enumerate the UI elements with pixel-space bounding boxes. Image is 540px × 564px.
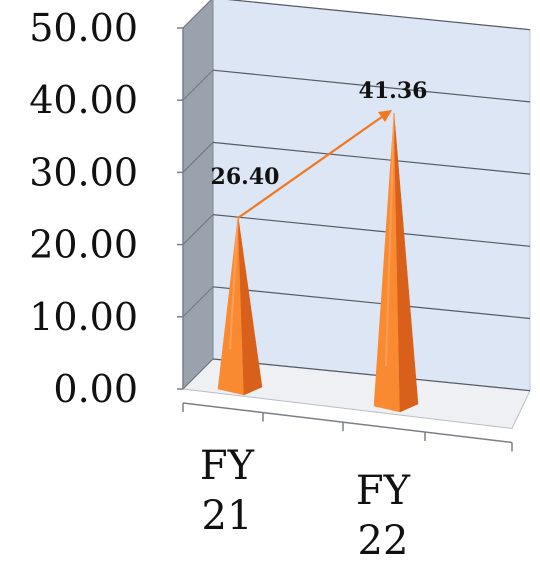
gridline bbox=[212, 141, 531, 175]
gridline bbox=[212, 214, 531, 247]
gridline-side bbox=[182, 358, 214, 390]
bar-fy21-side bbox=[237, 216, 263, 396]
y-axis: 0.00 10.00 20.00 30.00 40.00 50.00 bbox=[29, 6, 184, 411]
gridline-side bbox=[182, 214, 214, 245]
x-tick-label-line: FY bbox=[356, 468, 411, 514]
gridline bbox=[226, 0, 531, 31]
gridline-side bbox=[182, 0, 212, 29]
gridlines bbox=[182, 0, 531, 392]
gridline bbox=[212, 286, 531, 320]
side-wall bbox=[182, 0, 214, 391]
growth-arrowhead bbox=[378, 110, 392, 122]
y-tick-label: 0.00 bbox=[53, 367, 138, 411]
y-tick-label: 40.00 bbox=[29, 78, 138, 122]
x-axis-line bbox=[182, 402, 513, 444]
gridline-side bbox=[182, 142, 214, 173]
y-tick-label: 20.00 bbox=[29, 223, 138, 267]
x-tick-label-line: 22 bbox=[358, 518, 409, 564]
data-label: 26.40 bbox=[211, 164, 280, 190]
y-tick-label: 30.00 bbox=[29, 150, 138, 194]
bars bbox=[217, 113, 419, 413]
x-tick-label: FY 22 bbox=[356, 468, 411, 564]
x-tick-label-line: 21 bbox=[202, 493, 253, 539]
y-tick-label: 10.00 bbox=[29, 295, 138, 339]
gridline-side bbox=[182, 69, 214, 101]
bar-fy22-side bbox=[393, 113, 419, 413]
growth-arrow bbox=[237, 113, 387, 219]
x-tick-label-line: FY bbox=[200, 443, 255, 489]
annotations: 26.40 41.36 bbox=[211, 78, 428, 219]
gridline bbox=[212, 358, 531, 392]
gridline-side bbox=[182, 286, 214, 318]
x-tick-label: FY 21 bbox=[200, 443, 255, 539]
data-label: 41.36 bbox=[359, 78, 428, 104]
bar-highlight bbox=[385, 113, 395, 367]
bar-highlight bbox=[229, 216, 239, 350]
gridline bbox=[212, 69, 531, 103]
y-tick-label: 50.00 bbox=[29, 6, 138, 50]
back-wall bbox=[212, 0, 531, 392]
